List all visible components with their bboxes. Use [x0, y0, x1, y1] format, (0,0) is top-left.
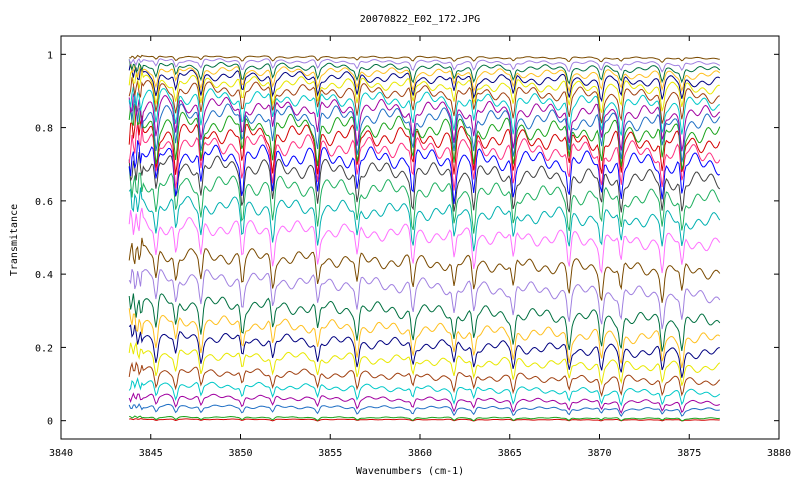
- series-line: [128, 237, 721, 303]
- series-layer: [128, 54, 721, 422]
- x-tick-label: 3850: [228, 448, 252, 459]
- series-line: [128, 94, 721, 163]
- x-tick-label: 3840: [49, 448, 73, 459]
- series-line: [129, 54, 720, 64]
- series-line: [129, 418, 720, 422]
- series-line: [128, 361, 721, 398]
- series-line: [128, 108, 721, 175]
- series-line: [128, 377, 721, 407]
- series-line: [128, 293, 721, 352]
- x-axis-title: Wavenumbers (cm-1): [356, 466, 464, 477]
- y-axis-title: Transmitance: [9, 204, 20, 276]
- x-tick-label: 3870: [587, 448, 611, 459]
- series-line: [128, 152, 721, 213]
- y-tick-label: 0.4: [35, 270, 53, 281]
- series-line: [128, 207, 721, 274]
- series-line: [128, 140, 720, 204]
- series-line: [128, 123, 721, 191]
- series-line: [128, 59, 721, 85]
- x-tick-label: 3880: [767, 448, 791, 459]
- y-tick-label: 0: [47, 417, 53, 428]
- series-line: [128, 403, 720, 417]
- series-line: [128, 102, 721, 170]
- x-tick-label: 3845: [139, 448, 163, 459]
- ticks-layer: 3840 3845 3850 3855 3860 3865 3870 3875 3880 0 0.2…: [35, 36, 791, 459]
- series-line: [128, 308, 721, 369]
- series-line: [128, 69, 720, 113]
- series-line: [128, 86, 721, 136]
- series-line: [128, 61, 721, 93]
- y-tick-label: 0.2: [35, 343, 53, 354]
- series-line: [128, 187, 721, 252]
- series-line: [128, 93, 721, 152]
- series-line: [128, 62, 721, 103]
- y-tick-label: 0.8: [35, 124, 53, 135]
- series-line: [128, 392, 720, 415]
- plot-frame: [60, 35, 780, 440]
- chart-title: 20070822_E02_172.JPG: [360, 14, 480, 25]
- x-tick-label: 3865: [498, 448, 522, 459]
- x-tick-label: 3855: [318, 448, 342, 459]
- series-line: [128, 269, 721, 330]
- x-tick-label: 3860: [408, 448, 432, 459]
- series-line: [128, 166, 721, 234]
- series-line: [129, 415, 720, 422]
- series-line: [128, 324, 720, 378]
- series-line: [128, 57, 721, 73]
- series-line: [128, 341, 721, 386]
- series-line: [128, 77, 720, 124]
- x-tick-label: 3875: [677, 448, 701, 459]
- y-tick-label: 1: [47, 50, 53, 61]
- y-tick-label: 0.6: [35, 197, 53, 208]
